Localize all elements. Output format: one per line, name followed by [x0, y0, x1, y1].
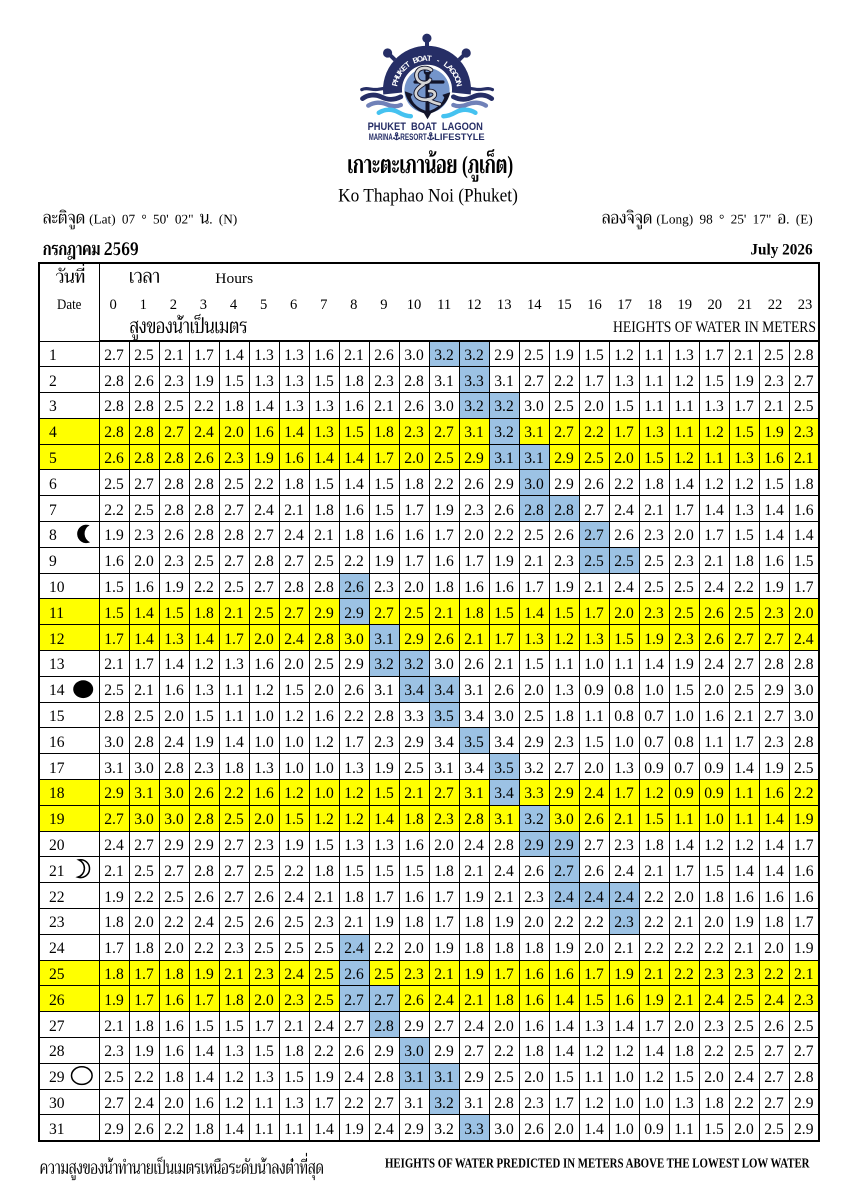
svg-text:N: N — [454, 80, 464, 88]
svg-text:13: 13 — [497, 297, 512, 313]
svg-text:U: U — [393, 70, 404, 80]
svg-text:PHUKET BOAT LAGOON: PHUKET BOAT LAGOON — [368, 121, 483, 133]
svg-text:20: 20 — [708, 297, 723, 313]
svg-text:16: 16 — [587, 297, 602, 313]
svg-text:15: 15 — [557, 297, 572, 313]
svg-text:10: 10 — [407, 297, 422, 313]
svg-text:LIFESTYLE: LIFESTYLE — [434, 132, 485, 142]
svg-text:G: G — [448, 66, 459, 76]
svg-text:5: 5 — [260, 297, 267, 313]
svg-text:7: 7 — [320, 297, 327, 313]
svg-text:T: T — [403, 60, 412, 70]
svg-text:HEIGHTS OF WATER IN METERS: HEIGHTS OF WATER IN METERS — [613, 319, 816, 336]
svg-text:E: E — [399, 63, 409, 73]
svg-text:8: 8 — [350, 297, 357, 313]
svg-text:P: P — [390, 80, 400, 87]
svg-text:RESORT: RESORT — [400, 132, 427, 142]
svg-text:Date: Date — [57, 297, 81, 313]
svg-text:O: O — [416, 54, 424, 64]
svg-text:July 2026: July 2026 — [750, 240, 812, 259]
svg-text:18: 18 — [647, 297, 662, 313]
svg-text:9: 9 — [380, 297, 387, 313]
svg-text:21: 21 — [738, 297, 753, 313]
svg-text:A: A — [422, 54, 429, 63]
svg-text:12: 12 — [467, 297, 482, 313]
svg-text:Hours: Hours — [215, 271, 253, 287]
svg-text:0: 0 — [110, 297, 117, 313]
svg-text:T: T — [427, 54, 433, 63]
svg-text:1: 1 — [140, 297, 147, 313]
svg-text:B: B — [411, 55, 420, 66]
svg-text:O: O — [450, 70, 461, 80]
svg-text:MARINA: MARINA — [369, 132, 393, 142]
svg-text:O: O — [452, 75, 463, 84]
svg-text:2: 2 — [170, 297, 177, 313]
svg-text:14: 14 — [527, 297, 542, 313]
svg-text:17: 17 — [617, 297, 632, 313]
svg-text:Ko Thaphao Noi (Phuket): Ko Thaphao Noi (Phuket) — [338, 186, 518, 207]
svg-text:11: 11 — [437, 297, 451, 313]
svg-text:19: 19 — [677, 297, 692, 313]
svg-text:-: - — [436, 56, 442, 65]
svg-text:3: 3 — [200, 297, 207, 313]
svg-text:6: 6 — [290, 297, 297, 313]
svg-text:K: K — [396, 66, 407, 76]
svg-text:23: 23 — [798, 297, 813, 313]
svg-text:H: H — [391, 75, 402, 84]
svg-text:4: 4 — [230, 297, 238, 313]
svg-text:HEIGHTS OF WATER PREDICTED IN: HEIGHTS OF WATER PREDICTED IN METERS ABO… — [385, 1156, 810, 1171]
svg-text:L: L — [442, 60, 451, 70]
svg-text:22: 22 — [768, 297, 783, 313]
svg-text:A: A — [445, 63, 456, 74]
